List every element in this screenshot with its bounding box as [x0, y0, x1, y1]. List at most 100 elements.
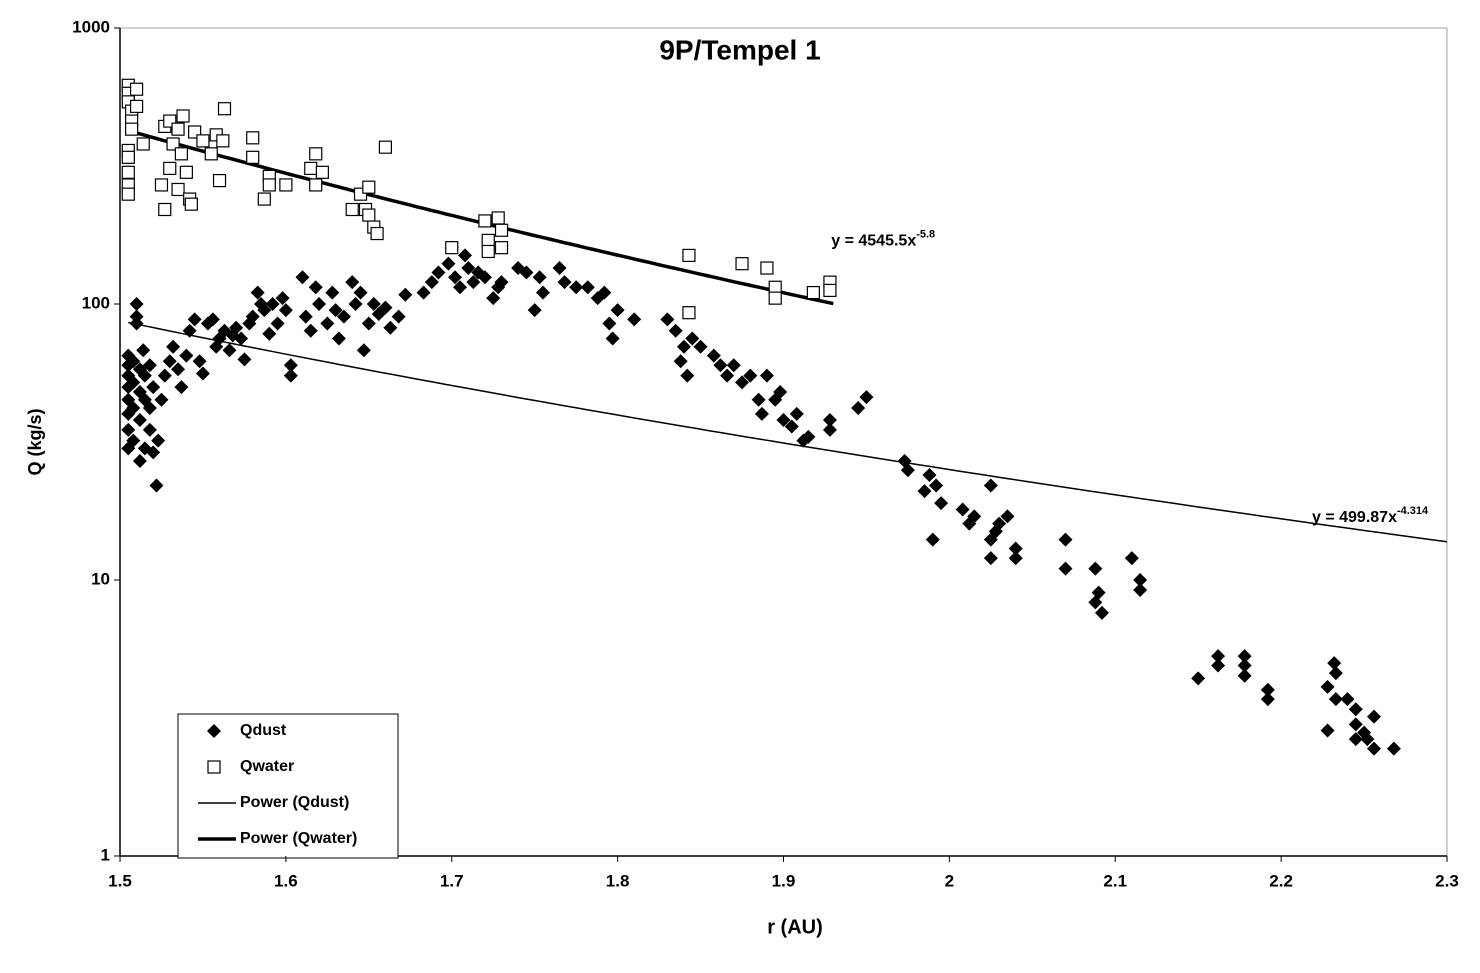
point: [967, 509, 982, 524]
point: [776, 412, 791, 427]
point: [1348, 717, 1363, 732]
point: [137, 368, 152, 383]
point: [196, 134, 210, 148]
point: [378, 140, 392, 154]
point: [1328, 692, 1343, 707]
point: [735, 375, 750, 390]
point: [1133, 582, 1148, 597]
point: [187, 312, 202, 327]
point: [265, 297, 280, 311]
point: [171, 182, 185, 197]
point: [315, 165, 329, 179]
point: [1367, 709, 1382, 724]
point: [552, 261, 567, 276]
point: [304, 161, 318, 175]
point: [295, 270, 310, 285]
point: [257, 192, 271, 206]
point: [142, 358, 157, 373]
point: [1088, 561, 1103, 576]
point: [237, 352, 252, 367]
point: [693, 339, 708, 354]
point: [983, 478, 998, 493]
point: [441, 256, 456, 271]
point: [1058, 532, 1073, 547]
point: [494, 223, 509, 237]
point: [1237, 668, 1252, 683]
point: [822, 422, 837, 437]
point: [205, 312, 220, 327]
point: [597, 285, 612, 300]
point: [1348, 702, 1363, 717]
point: [174, 380, 189, 395]
point: [262, 178, 276, 192]
point: [362, 208, 376, 222]
point: [822, 412, 837, 427]
legend-label: Qdust: [240, 722, 287, 739]
point: [246, 150, 260, 164]
point: [494, 275, 509, 290]
x-tick-label: 1.7: [440, 871, 464, 890]
point: [557, 275, 572, 290]
point: [216, 134, 230, 148]
point: [1320, 723, 1335, 738]
point: [453, 280, 468, 295]
point: [222, 343, 237, 358]
point: [283, 358, 298, 373]
point: [1094, 605, 1109, 620]
equation-text: y = 499.87x: [1312, 509, 1397, 526]
point: [303, 323, 318, 338]
point: [246, 131, 260, 145]
point: [356, 343, 371, 358]
point: [298, 309, 313, 324]
point: [466, 275, 481, 290]
point: [486, 291, 501, 306]
point: [478, 214, 492, 228]
point: [431, 265, 446, 280]
point: [1328, 666, 1343, 681]
point: [212, 173, 227, 188]
legend-symbol: [207, 760, 221, 774]
point: [257, 303, 272, 318]
point: [685, 331, 700, 346]
point: [1191, 671, 1206, 686]
point: [445, 241, 459, 255]
point: [132, 453, 147, 468]
point: [859, 390, 874, 405]
point: [283, 368, 298, 383]
point: [929, 478, 944, 493]
equation-exponent: -5.8: [916, 229, 935, 241]
point: [1008, 551, 1023, 566]
point: [158, 202, 172, 217]
point: [519, 265, 534, 280]
x-tick-label: 2.2: [1269, 871, 1293, 890]
x-tick-label: 2: [945, 871, 954, 890]
point: [789, 406, 804, 421]
point: [983, 551, 998, 566]
point: [121, 422, 136, 437]
point: [1008, 541, 1023, 556]
chart-title: 9P/Tempel 1: [659, 34, 820, 65]
point: [171, 122, 185, 136]
point: [925, 532, 940, 547]
x-tick-label: 1.8: [606, 871, 630, 890]
equation-exponent: -4.314: [1397, 505, 1429, 517]
point: [121, 150, 135, 164]
point: [605, 331, 620, 346]
point: [129, 316, 144, 331]
point: [569, 280, 584, 295]
point: [391, 309, 406, 324]
point: [720, 368, 735, 383]
point: [278, 303, 293, 318]
point: [309, 147, 323, 161]
point: [491, 211, 505, 225]
point: [184, 197, 198, 211]
point: [773, 384, 788, 399]
point: [580, 280, 595, 295]
point: [336, 309, 351, 324]
point: [726, 358, 741, 373]
point: [121, 187, 135, 201]
point: [129, 297, 144, 311]
point: [1260, 682, 1275, 697]
point: [345, 202, 359, 217]
point: [146, 380, 161, 395]
